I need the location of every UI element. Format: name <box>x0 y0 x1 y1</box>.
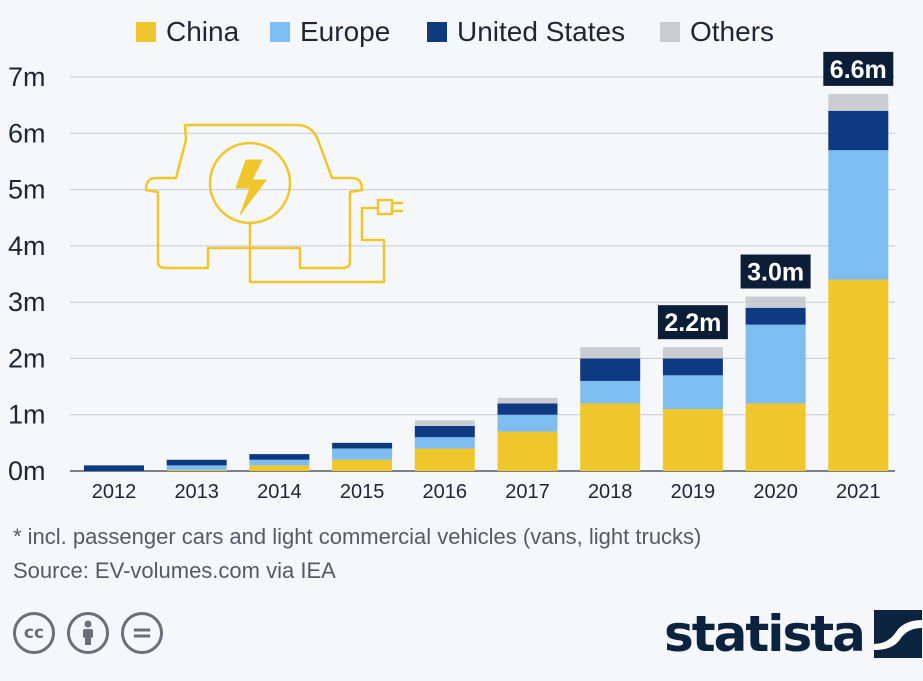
legend-item: Others <box>660 14 774 50</box>
legend-label: Others <box>690 16 775 47</box>
bar-segment <box>745 324 806 404</box>
bar-segment <box>745 296 806 308</box>
no-derivatives-icon[interactable]: = <box>121 612 163 654</box>
y-axis: 0m 1m 2m 3m 4m 5m 6m 7m <box>8 62 46 486</box>
x-tick-label: 2012 <box>92 481 137 503</box>
annotation-box <box>740 254 811 289</box>
bar-segment <box>249 454 310 460</box>
x-tick-label: 2021 <box>836 481 881 503</box>
legend-swatch <box>660 22 680 42</box>
annotation-2020: 3.0m <box>740 254 811 289</box>
x-tick-label: 2019 <box>671 481 716 503</box>
bar-segment <box>580 347 641 359</box>
statista-mark-icon <box>873 610 922 658</box>
y-tick-label: 6m <box>8 118 46 148</box>
x-tick-label: 2013 <box>174 481 219 503</box>
legend-label: Europe <box>300 16 391 47</box>
y-tick-label: 7m <box>8 62 46 92</box>
legend-item: United States <box>427 14 625 50</box>
legend-swatch <box>136 22 156 42</box>
lightning-bolt-icon <box>235 159 267 216</box>
x-axis: 2012 2013 2014 2015 2016 2017 2018 2019 2020 2021 <box>92 481 881 503</box>
legend-label: United States <box>457 16 626 47</box>
source-note: Source: EV-volumes.com via IEA <box>13 558 336 583</box>
bar-segment <box>828 150 889 280</box>
legend-item: Europe <box>270 14 390 50</box>
bar-segment <box>580 358 641 381</box>
bar-segment <box>497 414 558 432</box>
annotation-label: 2.2m <box>664 309 721 337</box>
annotation-2019: 2.2m <box>657 305 728 340</box>
bar-segment <box>662 347 723 359</box>
bar-segment <box>497 431 558 471</box>
x-tick-label: 2017 <box>505 481 550 503</box>
bar-segment <box>414 437 475 449</box>
license-badges: cc = <box>13 612 163 654</box>
bar-segment <box>166 469 227 471</box>
bar-segment <box>497 397 558 404</box>
bar-segment <box>828 279 889 471</box>
annotation-label: 3.0m <box>747 259 804 287</box>
annotation-box <box>823 51 894 86</box>
x-tick-label: 2016 <box>423 481 468 503</box>
legend-swatch <box>270 22 290 42</box>
attribution-icon[interactable] <box>67 612 109 654</box>
bar-segment <box>332 442 393 449</box>
bar-segment <box>332 459 393 471</box>
y-tick-label: 0m <box>8 456 46 486</box>
bars <box>84 93 889 471</box>
y-tick-label: 2m <box>8 343 46 373</box>
x-tick-label: 2015 <box>340 481 385 503</box>
total-annotations: 2.2m 3.0m 6.6m <box>657 51 894 340</box>
statista-logo[interactable]: statista <box>664 608 922 660</box>
legend-label: China <box>166 16 240 47</box>
bar-segment <box>414 448 475 471</box>
bar-segment <box>166 465 227 470</box>
annotation-box <box>657 305 728 340</box>
y-tick-label: 5m <box>8 175 46 205</box>
bar-segment <box>414 420 475 426</box>
bar-segment <box>249 459 310 466</box>
bar-segment <box>166 459 227 466</box>
bar-segment <box>662 358 723 376</box>
annotation-label: 6.6m <box>830 56 887 84</box>
bar-segment <box>662 409 723 471</box>
bar-segment <box>745 307 806 325</box>
x-tick-label: 2014 <box>257 481 302 503</box>
bar-segment <box>828 93 889 111</box>
bar-segment <box>828 110 889 151</box>
annotation-2021: 6.6m <box>823 51 894 86</box>
bar-segment <box>662 375 723 410</box>
bar-segment <box>84 465 144 471</box>
bar-segment <box>249 465 310 471</box>
bar-segment <box>414 425 475 438</box>
car-illustration-icon <box>144 123 404 284</box>
legend-item: China <box>136 14 239 50</box>
x-tick-label: 2018 <box>588 481 633 503</box>
bar-segment <box>580 380 641 404</box>
y-tick-label: 1m <box>8 400 46 430</box>
legend-swatch <box>427 22 447 42</box>
footnote: * incl. passenger cars and light commerc… <box>13 524 702 549</box>
cc-icon[interactable]: cc <box>13 612 55 654</box>
y-tick-label: 4m <box>8 231 46 261</box>
x-tick-label: 2020 <box>753 481 798 503</box>
bar-segment <box>745 403 806 471</box>
logo-text: statista <box>664 605 866 663</box>
bar-segment <box>497 403 558 415</box>
bar-segment <box>580 403 641 471</box>
y-tick-label: 3m <box>8 287 46 317</box>
bar-segment <box>332 448 393 460</box>
